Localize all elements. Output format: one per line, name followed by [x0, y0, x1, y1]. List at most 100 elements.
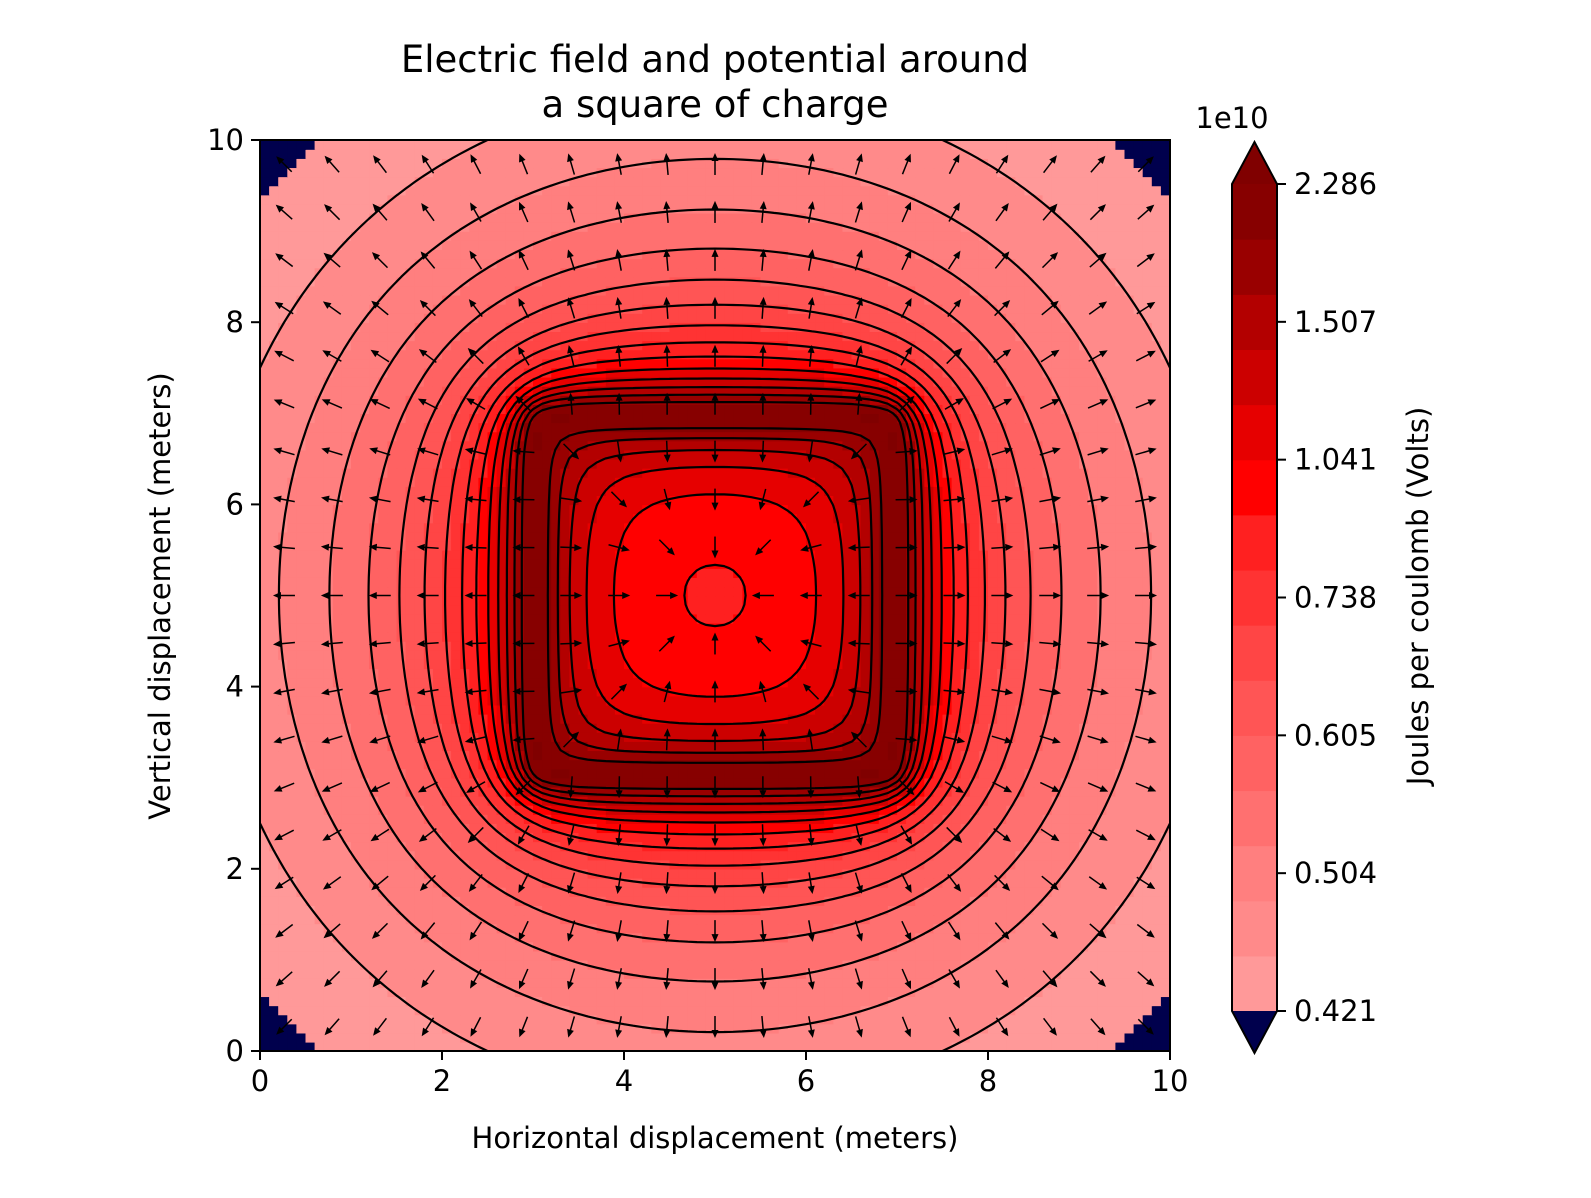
potential-cell [405, 604, 416, 615]
potential-cell [460, 850, 470, 861]
potential-cell [396, 905, 407, 916]
potential-cell [1160, 969, 1170, 979]
potential-cell [869, 978, 880, 988]
potential-cell [887, 677, 898, 688]
potential-cell [815, 950, 825, 961]
potential-cell [887, 1032, 898, 1043]
potential-cell [1124, 641, 1135, 651]
potential-cell [860, 1014, 871, 1025]
potential-cell [878, 768, 889, 779]
potential-cell [332, 905, 343, 916]
potential-cell [642, 659, 652, 670]
potential-cell [305, 641, 316, 651]
potential-cell [696, 723, 707, 733]
potential-cell [724, 631, 734, 642]
potential-cell [1033, 896, 1044, 906]
potential-cell [806, 959, 816, 970]
potential-cell [642, 987, 652, 998]
potential-cell [842, 850, 853, 861]
potential-cell [624, 978, 634, 988]
potential-cell [341, 814, 352, 824]
potential-cell [605, 914, 616, 925]
potential-cell [423, 631, 434, 642]
potential-cell [742, 650, 753, 660]
potential-cell [796, 786, 807, 797]
potential-cell [678, 613, 689, 624]
potential-cell [1060, 932, 1071, 943]
potential-cell [460, 905, 470, 916]
potential-cell [815, 859, 825, 870]
potential-cell [796, 814, 807, 824]
potential-cell [269, 841, 279, 852]
potential-cell [314, 978, 325, 988]
potential-cell [505, 659, 516, 670]
potential-cell [778, 659, 789, 670]
potential-cell [660, 941, 671, 952]
potential-cell [787, 704, 798, 715]
potential-cell [933, 741, 944, 752]
potential-cell [542, 741, 552, 752]
potential-cell [878, 978, 889, 988]
potential-cell [1106, 814, 1117, 824]
potential-cell [1106, 969, 1117, 979]
potential-cell [505, 996, 516, 1007]
potential-cell [469, 959, 480, 970]
potential-cell [660, 987, 671, 998]
potential-cell [1033, 677, 1044, 688]
potential-cell [815, 704, 825, 715]
potential-cell [1060, 713, 1071, 724]
potential-cell [1006, 723, 1016, 733]
potential-cell [806, 677, 816, 688]
potential-cell [1133, 905, 1144, 916]
potential-cell [869, 1041, 880, 1051]
potential-cell [878, 732, 889, 742]
potential-cell [414, 795, 425, 806]
potential-cell [614, 631, 625, 642]
potential-cell [1124, 823, 1135, 834]
potential-cell [1051, 795, 1062, 806]
potential-cell [796, 877, 807, 888]
potential-cell [542, 996, 552, 1007]
potential-cell [1097, 905, 1107, 916]
potential-cell [751, 877, 762, 888]
potential-cell [669, 741, 680, 752]
potential-cell [1142, 987, 1153, 998]
potential-cell [1133, 1023, 1144, 1034]
potential-cell [915, 932, 925, 943]
potential-cell [796, 959, 807, 970]
potential-cell [260, 795, 270, 806]
potential-cell [787, 631, 798, 642]
potential-cell [551, 905, 561, 916]
potential-cell [942, 631, 953, 642]
potential-cell [687, 668, 698, 679]
potential-cell [733, 732, 743, 742]
potential-cell [369, 723, 379, 733]
potential-cell [423, 969, 434, 979]
potential-cell [806, 1014, 816, 1025]
potential-cell [887, 622, 898, 633]
potential-cell [514, 759, 525, 770]
potential-cell [624, 713, 634, 724]
potential-cell [978, 905, 989, 916]
potential-cell [1042, 641, 1053, 651]
potential-cell [605, 950, 616, 961]
potential-cell [423, 622, 434, 633]
potential-cell [733, 713, 743, 724]
potential-cell [660, 914, 671, 925]
potential-cell [442, 622, 452, 633]
potential-cell [696, 1023, 707, 1034]
potential-cell [514, 877, 525, 888]
potential-cell [1115, 996, 1126, 1007]
potential-cell [651, 786, 662, 797]
potential-cell [778, 805, 789, 815]
potential-cell [469, 741, 480, 752]
potential-cell [742, 877, 753, 888]
potential-cell [960, 777, 971, 788]
potential-cell [651, 713, 662, 724]
potential-cell [432, 877, 443, 888]
potential-cell [833, 1023, 844, 1034]
potential-cell [423, 723, 434, 733]
potential-cell [351, 732, 361, 742]
potential-cell [1033, 950, 1044, 961]
potential-cell [1060, 741, 1071, 752]
